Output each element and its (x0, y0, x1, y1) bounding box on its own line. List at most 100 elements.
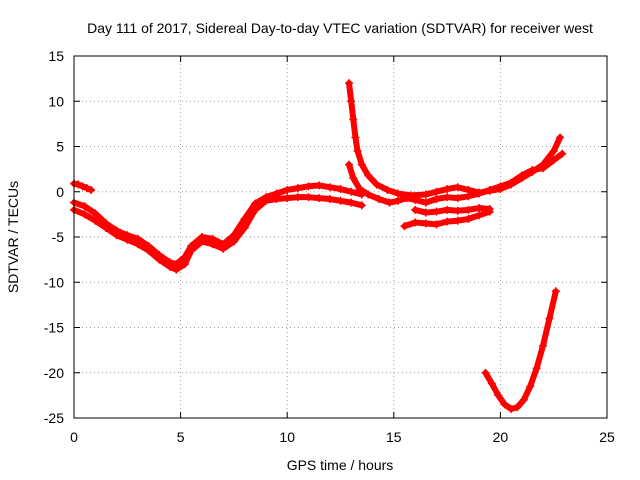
data-point (144, 242, 153, 251)
data-point (364, 171, 373, 180)
data-point (539, 341, 548, 350)
data-point (549, 147, 558, 156)
x-tick-label: 20 (493, 429, 509, 445)
y-tick-label: 10 (48, 93, 64, 109)
data-point (394, 196, 403, 205)
tick-layer: 0 5 10 15 20 25 -25 -20 -15 -10 -5 0 5 10 15 (44, 48, 615, 445)
data-point (421, 219, 430, 228)
data-point (432, 194, 441, 203)
x-tick-label: 10 (279, 429, 295, 445)
plot-frame (73, 55, 608, 419)
data-point (91, 216, 100, 225)
y-axis-title: SDTVAR / TECUs (5, 181, 21, 293)
data-point (357, 160, 366, 169)
data-point (353, 147, 362, 156)
data-point (421, 208, 430, 217)
data-point (172, 260, 181, 269)
series-track-mid-upper (411, 204, 494, 217)
data-point (219, 240, 228, 249)
data-point (315, 181, 324, 190)
y-tick-label: -25 (44, 410, 64, 426)
chart-title: Day 111 of 2017, Sidereal Day-to-day VTE… (87, 20, 593, 36)
data-point (558, 149, 567, 158)
data-point (304, 182, 313, 191)
data-point (101, 219, 110, 228)
data-point (411, 218, 420, 227)
data-point (475, 211, 484, 220)
series-track-spike (345, 79, 565, 200)
data-point (357, 201, 366, 210)
data-point (347, 187, 356, 196)
data-point (464, 214, 473, 223)
data-point (123, 231, 132, 240)
data-point (251, 199, 260, 208)
x-axis-title: GPS time / hours (287, 457, 394, 473)
data-point (453, 183, 462, 192)
data-point (485, 185, 494, 194)
data-point (494, 391, 503, 400)
series-trace (482, 288, 559, 412)
data-point (180, 252, 189, 261)
data-point (464, 192, 473, 201)
data-point (400, 222, 409, 231)
data-point (545, 314, 554, 323)
data-point (421, 190, 430, 199)
data-point (240, 214, 249, 223)
data-point (197, 233, 206, 241)
y-tick-label: 0 (56, 184, 64, 200)
data-point (374, 194, 383, 203)
data-point (325, 194, 334, 203)
data-point (336, 196, 345, 205)
data-point (481, 368, 490, 377)
data-point (112, 226, 121, 235)
grid-layer (74, 56, 607, 418)
data-point (80, 210, 89, 219)
data-point (261, 193, 270, 202)
data-point (443, 205, 452, 214)
series-track-spike-lower (345, 149, 567, 207)
data-point (349, 115, 358, 124)
data-point (487, 379, 496, 388)
data-point (364, 190, 373, 199)
y-tick-label: -10 (44, 274, 64, 290)
data-point (325, 183, 334, 192)
data-point (385, 198, 394, 207)
data-point (517, 171, 526, 180)
data-point (208, 234, 217, 243)
series-trace (346, 150, 566, 206)
data-point (165, 258, 174, 267)
data-point (475, 204, 484, 213)
data-point (496, 182, 505, 191)
series-trace (346, 80, 564, 199)
data-point (347, 97, 356, 106)
data-point (372, 180, 381, 189)
data-point (532, 364, 541, 373)
data-point (336, 185, 345, 194)
x-tick-label: 0 (70, 429, 78, 445)
data-point (528, 166, 537, 175)
data-point (421, 198, 430, 207)
data-point (539, 164, 548, 173)
series-track-mid (400, 207, 494, 231)
data-point (347, 198, 356, 207)
data-point (549, 156, 558, 165)
data-point (513, 403, 522, 412)
data-point (551, 287, 560, 296)
data-point (229, 231, 238, 240)
data-point (453, 216, 462, 225)
data-point (443, 217, 452, 226)
data-point (155, 251, 164, 260)
data-point (443, 185, 452, 194)
series-track-main-upper (70, 181, 366, 269)
data-point (78, 182, 87, 191)
data-point (500, 400, 509, 409)
data-point (272, 189, 281, 198)
data-point (355, 185, 364, 194)
data-point (507, 178, 516, 187)
data-point (394, 189, 403, 198)
data-point (507, 404, 516, 413)
data-point (91, 209, 100, 218)
y-tick-label: 5 (56, 139, 64, 155)
data-point (526, 382, 535, 391)
